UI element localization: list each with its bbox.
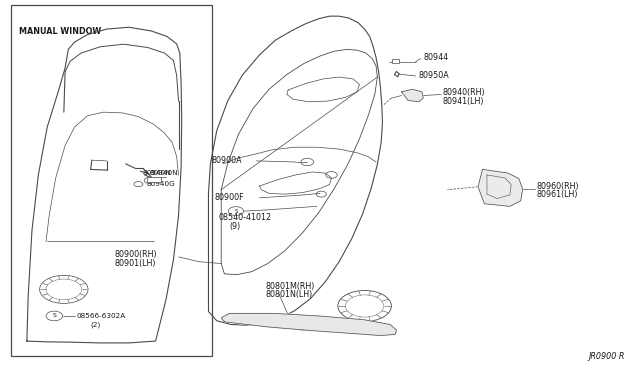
- Text: S: S: [234, 209, 237, 214]
- Polygon shape: [478, 169, 523, 206]
- Text: 80940N: 80940N: [149, 170, 178, 176]
- Text: MANUAL WINDOW: MANUAL WINDOW: [19, 27, 102, 36]
- Text: 80960(RH): 80960(RH): [537, 182, 579, 190]
- Text: 80900A: 80900A: [212, 156, 243, 166]
- Text: 80940N: 80940N: [143, 170, 172, 176]
- Bar: [11, 5, 212, 356]
- Text: 80801M(RH): 80801M(RH): [266, 282, 316, 291]
- Text: S: S: [52, 314, 56, 318]
- Text: 80901(LH): 80901(LH): [115, 259, 156, 268]
- Polygon shape: [221, 313, 396, 336]
- Text: 80941(LH): 80941(LH): [443, 97, 484, 106]
- Bar: [392, 60, 399, 63]
- Text: 80900F: 80900F: [215, 193, 244, 202]
- Text: 80950A: 80950A: [419, 71, 449, 80]
- Text: (2): (2): [91, 322, 101, 328]
- Text: JR0900 R: JR0900 R: [588, 352, 625, 361]
- Text: 08540-41012: 08540-41012: [218, 213, 271, 222]
- Text: 80940G: 80940G: [147, 181, 175, 187]
- Text: 80900(RH): 80900(RH): [115, 250, 157, 259]
- Text: 80944: 80944: [423, 53, 449, 62]
- Text: 80801N(LH): 80801N(LH): [266, 290, 313, 299]
- Bar: [147, 177, 161, 182]
- Text: 08566-6302A: 08566-6302A: [77, 313, 126, 319]
- Text: 80940(RH): 80940(RH): [443, 89, 486, 97]
- Text: (9): (9): [230, 222, 241, 231]
- Text: 80961(LH): 80961(LH): [537, 190, 578, 199]
- Polygon shape: [401, 89, 423, 102]
